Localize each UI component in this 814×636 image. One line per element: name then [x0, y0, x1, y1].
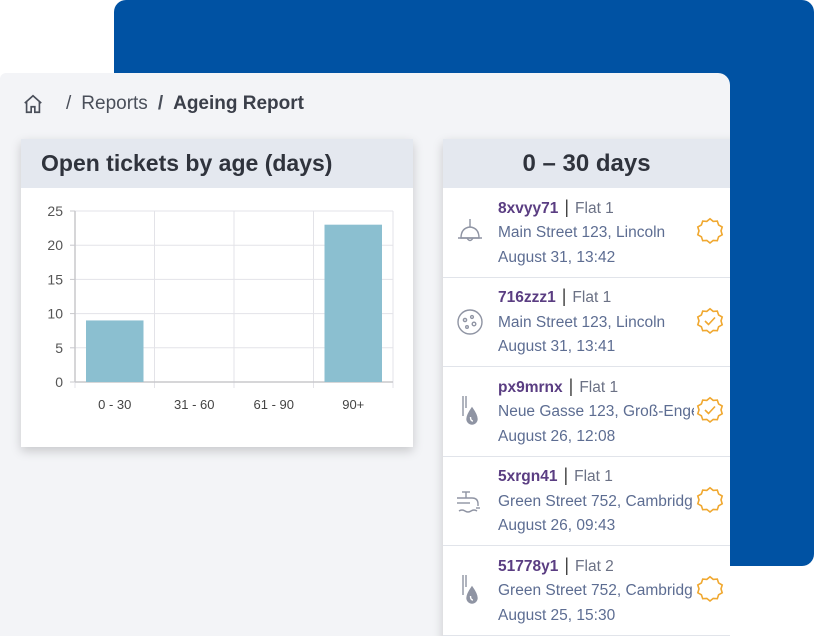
- ticket-details: 8xvyy71 | Flat 1 Main Street 123, Lincoln Au…: [498, 195, 694, 271]
- y-tick-label: 15: [47, 271, 63, 287]
- divider: |: [563, 465, 569, 485]
- breadcrumb-separator: /: [66, 93, 72, 114]
- ticket-row[interactable]: 716zzz1 | Flat 1 Main Street 123, Lincoln Au…: [443, 278, 730, 367]
- divider: |: [564, 196, 570, 217]
- ticket-address: Main Street 123, Lincoln: [498, 313, 666, 331]
- water-leak-icon: [449, 390, 491, 432]
- pending-badge-icon: [695, 216, 725, 246]
- ticket-code[interactable]: 716zzz1: [498, 289, 556, 306]
- breadcrumb-reports-link[interactable]: Reports: [81, 93, 148, 114]
- faucet-icon: [449, 480, 491, 522]
- ticket-header: px9mrnx | Flat 1: [498, 374, 694, 401]
- ticket-date: August 31, 13:41: [498, 338, 616, 355]
- checked-badge-icon: [695, 395, 725, 425]
- y-tick-label: 20: [47, 237, 63, 253]
- bar-030: [86, 320, 144, 382]
- ticket-date: August 31, 13:42: [498, 248, 616, 266]
- ticket-flat: Flat 2: [575, 557, 614, 575]
- pending-badge-icon: [695, 485, 725, 515]
- ticket-flat: Flat 1: [579, 378, 619, 396]
- ceiling-lamp-icon: [449, 211, 491, 253]
- ticket-header: 8xvyy71 | Flat 1: [498, 195, 694, 222]
- y-tick-label: 10: [47, 306, 63, 322]
- y-tick-label: 0: [55, 374, 63, 390]
- x-tick-label: 0 - 30: [98, 397, 131, 412]
- ticket-code[interactable]: px9mrnx: [498, 378, 563, 396]
- bar-90+: [324, 224, 382, 382]
- x-tick-label: 90+: [342, 397, 364, 412]
- breadcrumb-separator: /: [157, 93, 164, 114]
- main-panel: / Reports / Ageing Report Open tickets b…: [0, 73, 730, 636]
- ticket-details: 51778y1 | Flat 2 Green Street 752, Cambridg…: [498, 553, 694, 629]
- tickets-list-card: 0 – 30 days 8xvyy71 | Flat 1 Main Street 12…: [443, 139, 730, 636]
- x-tick-label: 31 - 60: [174, 397, 214, 412]
- home-icon[interactable]: [22, 93, 44, 115]
- checked-badge-icon: [695, 306, 725, 336]
- ticket-header: 716zzz1 | Flat 1: [498, 284, 694, 311]
- divider: |: [568, 375, 574, 396]
- bar-chart: 0 5 10 15 20 25 0 - 30 31 - 60 61 - 90 90+: [47, 203, 394, 412]
- ticket-address: Green Street 752, Cambridg: [498, 582, 693, 599]
- ticket-address: Main Street 123, Lincoln: [498, 224, 666, 241]
- ticket-flat: Flat 1: [575, 199, 614, 217]
- ticket-list: 8xvyy71 | Flat 1 Main Street 123, Lincoln Au…: [443, 188, 730, 636]
- y-tick-label: 25: [47, 203, 63, 219]
- ticket-flat: Flat 1: [574, 468, 613, 485]
- divider: |: [564, 554, 570, 575]
- open-tickets-chart-card: Open tickets by age (days) 0 5 10 15 20 25 0 -…: [21, 139, 413, 447]
- mould-spots-icon: [449, 301, 491, 343]
- ticket-details: 5xrgn41 | Flat 1 Green Street 752, Cambridg…: [498, 463, 694, 539]
- tickets-card-title: 0 – 30 days: [443, 139, 730, 188]
- water-leak-icon: [449, 569, 491, 611]
- breadcrumb-current: Ageing Report: [173, 93, 304, 114]
- ticket-header: 51778y1 | Flat 2: [498, 553, 694, 580]
- pending-badge-icon: [695, 574, 725, 604]
- ticket-details: 716zzz1 | Flat 1 Main Street 123, Lincoln Au…: [498, 284, 694, 360]
- ticket-code[interactable]: 51778y1: [498, 557, 559, 575]
- ticket-row[interactable]: 51778y1 | Flat 2 Green Street 752, Cambridg…: [443, 546, 730, 636]
- ticket-date: August 26, 09:43: [498, 517, 616, 534]
- divider: |: [561, 286, 567, 306]
- y-tick-label: 5: [55, 340, 63, 356]
- ticket-date: August 26, 12:08: [498, 427, 616, 445]
- ticket-date: August 25, 15:30: [498, 606, 616, 624]
- ticket-address: Neue Gasse 123, Groß-Enge: [498, 403, 694, 420]
- ticket-details: px9mrnx | Flat 1 Neue Gasse 123, Groß-Enge A…: [498, 374, 694, 450]
- chart-card-title: Open tickets by age (days): [21, 139, 413, 188]
- ticket-flat: Flat 1: [572, 289, 612, 306]
- ticket-row[interactable]: 5xrgn41 | Flat 1 Green Street 752, Cambridg…: [443, 457, 730, 546]
- breadcrumb: / Reports / Ageing Report: [22, 93, 304, 115]
- x-tick-label: 61 - 90: [254, 397, 294, 412]
- ticket-code[interactable]: 5xrgn41: [498, 468, 558, 485]
- ticket-row[interactable]: 8xvyy71 | Flat 1 Main Street 123, Lincoln Au…: [443, 188, 730, 278]
- ticket-header: 5xrgn41 | Flat 1: [498, 463, 694, 490]
- ticket-address: Green Street 752, Cambridg: [498, 492, 693, 510]
- ticket-code[interactable]: 8xvyy71: [498, 199, 559, 217]
- ticket-row[interactable]: px9mrnx | Flat 1 Neue Gasse 123, Groß-Enge A…: [443, 367, 730, 457]
